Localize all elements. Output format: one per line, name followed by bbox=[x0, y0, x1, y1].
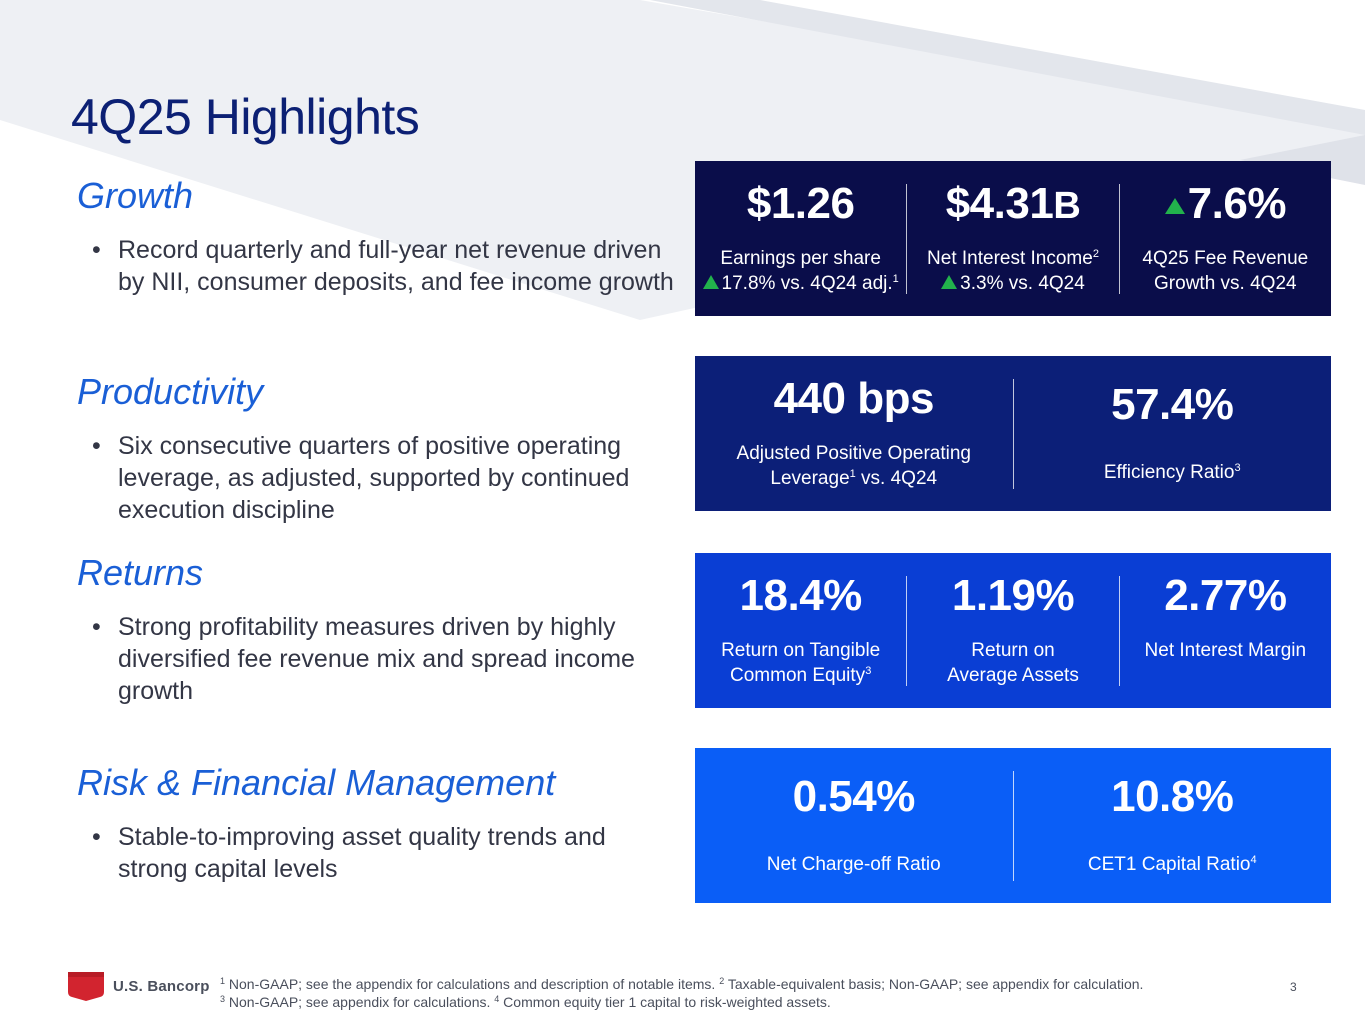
fee-growth-value-text: 7.6% bbox=[1187, 178, 1287, 228]
footnote-ref: 1 bbox=[849, 467, 856, 480]
nii-change-text: 3.3% vs. 4Q24 bbox=[960, 272, 1085, 294]
cet1-kpi: 10.8% CET1 Capital Ratio4 bbox=[1014, 771, 1332, 877]
eps-change: 17.8% vs. 4Q24 adj.1 bbox=[695, 271, 906, 296]
up-triangle-icon bbox=[941, 274, 958, 289]
section-returns: Returns Strong profitability measures dr… bbox=[77, 553, 677, 707]
nii-kpi: $4.31B Net Interest Income2 3.3% vs. 4Q2… bbox=[907, 178, 1118, 296]
footnote-line-1: 1 Non-GAAP; see the appendix for calcula… bbox=[220, 975, 1250, 993]
section-bullet: Strong profitability measures driven by … bbox=[77, 611, 677, 707]
efficiency-ratio-value: 57.4% bbox=[1111, 379, 1234, 429]
section-risk: Risk & Financial Management Stable-to-im… bbox=[77, 763, 677, 885]
page-number: 3 bbox=[1290, 980, 1297, 994]
nii-value: $4.31B bbox=[907, 178, 1118, 228]
nii-label-text: Net Interest Income bbox=[927, 247, 1093, 269]
nim-label: Net Interest Margin bbox=[1144, 639, 1307, 661]
section-bullet: Six consecutive quarters of positive ope… bbox=[77, 430, 677, 526]
nii-change: 3.3% vs. 4Q24 bbox=[907, 271, 1118, 296]
eps-change-text: 17.8% vs. 4Q24 adj. bbox=[721, 272, 893, 294]
nii-value-number: $4.31 bbox=[945, 178, 1054, 228]
operating-leverage-label-suffix: vs. 4Q24 bbox=[855, 467, 938, 489]
nco-label: Net Charge-off Ratio bbox=[766, 853, 941, 875]
divider bbox=[906, 575, 908, 686]
operating-leverage-label-text: Leverage bbox=[770, 467, 850, 489]
fee-growth-kpi: 7.6% 4Q25 Fee Revenue Growth vs. 4Q24 bbox=[1120, 178, 1331, 296]
nim-kpi: 2.77% Net Interest Margin bbox=[1120, 570, 1331, 688]
roaa-label-line2: Average Assets bbox=[947, 664, 1079, 686]
page-title: 4Q25 Highlights bbox=[71, 89, 420, 145]
rotce-label-line1: Return on Tangible bbox=[721, 639, 881, 661]
fee-growth-label-line1: 4Q25 Fee Revenue bbox=[1142, 247, 1309, 269]
efficiency-ratio-label-text: Efficiency Ratio bbox=[1103, 461, 1235, 483]
footnote-ref: 1 bbox=[892, 272, 899, 285]
growth-kpi-box: $1.26 Earnings per share 17.8% vs. 4Q24 … bbox=[695, 161, 1331, 316]
divider bbox=[1118, 183, 1120, 294]
fee-growth-label-line2: Growth vs. 4Q24 bbox=[1154, 272, 1297, 294]
fee-growth-value: 7.6% bbox=[1120, 178, 1331, 228]
section-heading: Growth bbox=[77, 175, 194, 216]
logo-text: U.S. Bancorp bbox=[113, 978, 210, 995]
section-bullet: Stable-to-improving asset quality trends… bbox=[77, 821, 677, 885]
divider bbox=[906, 183, 908, 294]
nim-label-spacer bbox=[1120, 663, 1331, 688]
footnote-line-2: 3 Non-GAAP; see appendix for calculation… bbox=[220, 993, 1250, 1011]
footnote-marker: 1 bbox=[220, 976, 226, 986]
up-triangle-icon bbox=[1164, 197, 1185, 214]
nii-label: Net Interest Income2 bbox=[907, 246, 1118, 271]
efficiency-ratio-label: Efficiency Ratio3 bbox=[1014, 460, 1332, 485]
divider bbox=[1012, 378, 1014, 489]
rotce-label-line2: Common Equity3 bbox=[695, 663, 906, 688]
footnote-ref: 2 bbox=[1092, 247, 1099, 260]
operating-leverage-label-line1: Adjusted Positive Operating bbox=[736, 442, 971, 464]
footnote-marker: 2 bbox=[719, 976, 725, 986]
cet1-label-text: CET1 Capital Ratio bbox=[1087, 853, 1251, 875]
nco-kpi: 0.54% Net Charge-off Ratio bbox=[695, 771, 1013, 877]
divider bbox=[1012, 770, 1014, 881]
footnote-text: Common equity tier 1 capital to risk-wei… bbox=[499, 994, 831, 1010]
footnote-text: Non-GAAP; see the appendix for calculati… bbox=[225, 976, 720, 992]
nim-value: 2.77% bbox=[1164, 570, 1287, 620]
section-growth: Growth Record quarterly and full-year ne… bbox=[77, 176, 677, 298]
operating-leverage-kpi: 440 bps Adjusted Positive Operating Leve… bbox=[695, 373, 1013, 491]
rotce-label-text: Common Equity bbox=[730, 664, 866, 686]
footnote-text: Taxable-equivalent basis; Non-GAAP; see … bbox=[724, 976, 1144, 992]
footnote-marker: 4 bbox=[494, 994, 500, 1004]
efficiency-ratio-kpi: 57.4% Efficiency Ratio3 bbox=[1014, 379, 1332, 485]
section-productivity: Productivity Six consecutive quarters of… bbox=[77, 372, 677, 526]
rotce-kpi: 18.4% Return on Tangible Common Equity3 bbox=[695, 570, 906, 688]
footnote-ref: 3 bbox=[1234, 461, 1241, 474]
section-heading: Returns bbox=[77, 552, 204, 593]
footnote-marker: 3 bbox=[220, 994, 226, 1004]
risk-kpi-box: 0.54% Net Charge-off Ratio 10.8% CET1 Ca… bbox=[695, 748, 1331, 903]
footnote-text: Non-GAAP; see appendix for calculations. bbox=[225, 994, 495, 1010]
eps-label: Earnings per share bbox=[720, 247, 881, 269]
productivity-kpi-box: 440 bps Adjusted Positive Operating Leve… bbox=[695, 356, 1331, 511]
cet1-value: 10.8% bbox=[1111, 771, 1234, 821]
company-logo: U.S. Bancorp bbox=[68, 972, 210, 1001]
section-bullet: Record quarterly and full-year net reven… bbox=[77, 234, 677, 298]
roaa-kpi: 1.19% Return on Average Assets bbox=[907, 570, 1118, 688]
footnotes: 1 Non-GAAP; see the appendix for calcula… bbox=[220, 975, 1250, 1011]
nii-value-unit: B bbox=[1053, 184, 1081, 227]
cet1-label: CET1 Capital Ratio4 bbox=[1014, 852, 1332, 877]
nco-value: 0.54% bbox=[792, 771, 916, 821]
returns-kpi-box: 18.4% Return on Tangible Common Equity3 … bbox=[695, 553, 1331, 708]
divider bbox=[1118, 575, 1120, 686]
shield-logo-icon bbox=[68, 972, 104, 1001]
operating-leverage-label-line2: Leverage1 vs. 4Q24 bbox=[695, 466, 1013, 491]
roaa-label-line1: Return on bbox=[971, 639, 1055, 661]
up-triangle-icon bbox=[702, 274, 719, 289]
eps-kpi: $1.26 Earnings per share 17.8% vs. 4Q24 … bbox=[695, 178, 906, 296]
footnote-ref: 4 bbox=[1250, 853, 1257, 866]
footnote-ref: 3 bbox=[865, 664, 872, 677]
operating-leverage-value: 440 bps bbox=[773, 373, 935, 423]
eps-value: $1.26 bbox=[746, 178, 855, 228]
section-heading: Productivity bbox=[77, 371, 264, 412]
roaa-value: 1.19% bbox=[951, 570, 1075, 620]
rotce-value: 18.4% bbox=[739, 570, 863, 620]
section-heading: Risk & Financial Management bbox=[77, 762, 556, 803]
